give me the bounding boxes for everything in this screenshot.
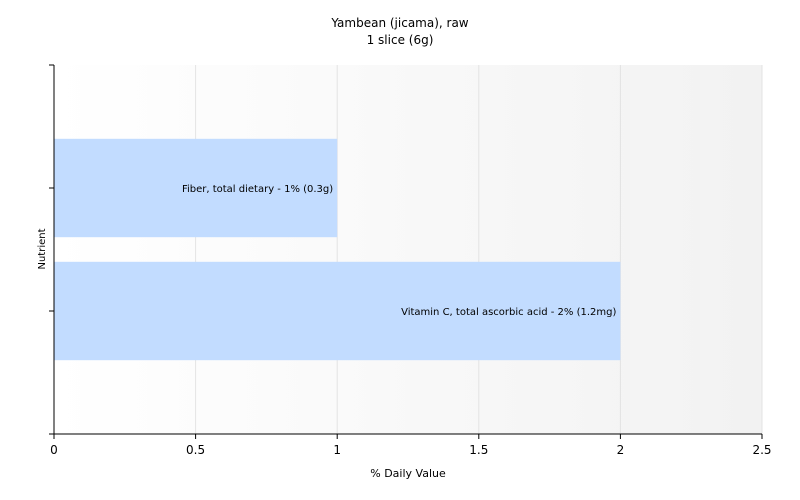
x-axis-label: % Daily Value	[370, 467, 446, 480]
x-tick-label: 0.5	[186, 443, 205, 457]
bar-1	[54, 138, 338, 238]
chart-subtitle: 1 slice (6g)	[367, 33, 434, 47]
x-tick-label: 1	[333, 443, 341, 457]
x-tick-label: 2.5	[752, 443, 771, 457]
bar-label-2: Vitamin C, total ascorbic acid - 2% (1.2…	[401, 307, 616, 318]
chart-title: Yambean (jicama), raw	[330, 16, 468, 30]
bar-label-1: Fiber, total dietary - 1% (0.3g)	[182, 184, 333, 195]
y-axis-label: Nutrient	[37, 228, 48, 269]
plot-area	[54, 65, 762, 434]
x-tick-label: 0	[50, 443, 58, 457]
bar-2	[54, 261, 621, 361]
x-tick-label: 2	[617, 443, 625, 457]
x-tick-label: 1.5	[469, 443, 488, 457]
